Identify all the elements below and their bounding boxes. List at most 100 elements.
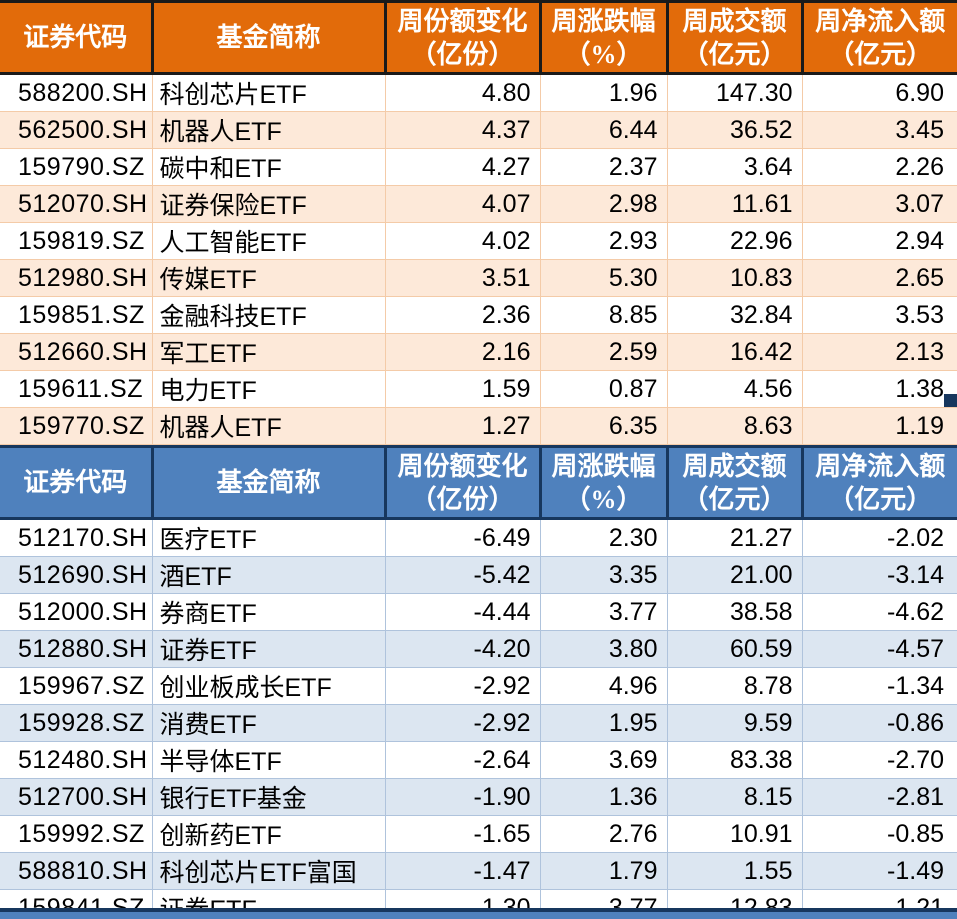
share-change-cell: -1.47 [385,852,541,890]
code-cell: 512980.SH [0,259,153,297]
column-header-turnover: 周成交额 （亿元） [665,0,802,75]
column-header-share_change: 周份额变化 （亿份） [383,0,540,75]
column-header-unit: （亿元） [828,484,933,514]
code-cell: 159770.SZ [0,407,153,445]
name-cell: 人工智能ETF [152,222,386,260]
code-cell: 588200.SH [0,73,153,112]
column-header-net_inflow: 周净流入额 （亿元） [800,445,957,520]
turnover-cell: 3.64 [667,148,803,186]
code-cell: 159790.SZ [0,148,153,186]
name-cell: 军工ETF [152,333,386,371]
name-cell: 科创芯片ETF [152,73,386,112]
share-change-cell: 4.27 [385,148,541,186]
pct-change-cell: 2.76 [540,815,668,853]
pct-change-cell: 3.77 [540,593,668,631]
table-row: 159819.SZ 人工智能ETF 4.02 2.93 22.96 2.94 [0,222,957,260]
column-header-code: 证券代码 [0,0,152,75]
turnover-cell: 4.56 [667,370,803,408]
code-cell: 512170.SH [0,518,153,557]
turnover-cell: 21.27 [667,518,803,557]
code-cell: 159611.SZ [0,370,153,408]
net-inflow-cell: -0.86 [802,704,957,742]
code-cell: 512660.SH [0,333,153,371]
column-header-unit: （%） [564,484,643,514]
column-header-unit: （%） [564,39,643,69]
code-cell: 512480.SH [0,741,153,779]
turnover-cell: 11.61 [667,185,803,223]
pct-change-cell: 1.96 [540,73,668,112]
table-row: 512000.SH 券商ETF -4.44 3.77 38.58 -4.62 [0,593,957,631]
name-cell: 传媒ETF [152,259,386,297]
turnover-cell: 60.59 [667,630,803,668]
turnover-cell: 22.96 [667,222,803,260]
net-inflow-cell: 6.90 [802,73,957,112]
share-decrease-table: 证券代码 基金简称 周份额变化 （亿份） 周涨跌幅 （%） 周成交额 （亿元） 周净流入额 （亿元… [0,445,957,919]
net-inflow-cell: 2.13 [802,333,957,371]
column-header-pct_change: 周涨跌幅 （%） [538,0,667,75]
code-cell: 159992.SZ [0,815,153,853]
share-change-cell: 1.27 [385,407,541,445]
column-header-label: 基金简称 [216,468,321,497]
pct-change-cell: 6.35 [540,407,668,445]
turnover-cell: 16.42 [667,333,803,371]
code-cell: 512070.SH [0,185,153,223]
turnover-cell: 10.91 [667,815,803,853]
code-cell: 588810.SH [0,852,153,890]
column-header-unit: （亿元） [682,39,787,69]
net-inflow-cell: -2.70 [802,741,957,779]
pct-change-cell: 3.69 [540,741,668,779]
header-row: 证券代码 基金简称 周份额变化 （亿份） 周涨跌幅 （%） 周成交额 （亿元） 周净流入额 （亿元… [0,445,957,520]
net-inflow-cell: -3.14 [802,556,957,594]
column-header-label: 周份额变化 [397,451,528,481]
net-inflow-cell: -2.02 [802,518,957,557]
share-change-cell: -2.92 [385,667,541,705]
net-inflow-cell: -1.49 [802,852,957,890]
turnover-cell: 32.84 [667,296,803,334]
share-change-cell: 4.07 [385,185,541,223]
code-cell: 159967.SZ [0,667,153,705]
pct-change-cell: 2.93 [540,222,668,260]
column-header-name: 基金简称 [150,0,385,75]
share-change-cell: -1.90 [385,778,541,816]
code-cell: 512880.SH [0,630,153,668]
code-cell: 159851.SZ [0,296,153,334]
share-change-cell: -5.42 [385,556,541,594]
column-header-label: 周净流入额 [815,6,946,36]
column-header-code: 证券代码 [0,445,152,520]
table-row: 512660.SH 军工ETF 2.16 2.59 16.42 2.13 [0,333,957,371]
name-cell: 医疗ETF [152,518,386,557]
turnover-cell: 36.52 [667,111,803,149]
column-header-label: 周净流入额 [815,451,946,481]
share-change-cell: -6.49 [385,518,541,557]
code-cell: 512700.SH [0,778,153,816]
column-header-label: 周成交额 [682,6,787,36]
table-row: 159770.SZ 机器人ETF 1.27 6.35 8.63 1.19 [0,407,957,445]
table-row: 512070.SH 证券保险ETF 4.07 2.98 11.61 3.07 [0,185,957,223]
pct-change-cell: 3.35 [540,556,668,594]
code-cell: 159819.SZ [0,222,153,260]
net-inflow-cell: 1.38 [802,370,957,408]
share-change-cell: 2.36 [385,296,541,334]
code-cell: 512000.SH [0,593,153,631]
share-change-cell: -1.65 [385,815,541,853]
table-row: 588200.SH 科创芯片ETF 4.80 1.96 147.30 6.90 [0,73,957,112]
name-cell: 金融科技ETF [152,296,386,334]
turnover-cell: 9.59 [667,704,803,742]
net-inflow-cell: -4.62 [802,593,957,631]
table-row: 512690.SH 酒ETF -5.42 3.35 21.00 -3.14 [0,556,957,594]
table-row: 512980.SH 传媒ETF 3.51 5.30 10.83 2.65 [0,259,957,297]
column-header-unit: （亿份） [410,39,515,69]
turnover-cell: 8.63 [667,407,803,445]
column-header-pct_change: 周涨跌幅 （%） [538,445,667,520]
pct-change-cell: 1.95 [540,704,668,742]
share-change-cell: 1.59 [385,370,541,408]
pct-change-cell: 8.85 [540,296,668,334]
table-row: 588810.SH 科创芯片ETF富国 -1.47 1.79 1.55 -1.49 [0,852,957,890]
table-row: 512480.SH 半导体ETF -2.64 3.69 83.38 -2.70 [0,741,957,779]
turnover-cell: 8.15 [667,778,803,816]
pct-change-cell: 0.87 [540,370,668,408]
turnover-cell: 10.83 [667,259,803,297]
turnover-cell: 21.00 [667,556,803,594]
pct-change-cell: 2.59 [540,333,668,371]
net-inflow-cell: -1.34 [802,667,957,705]
